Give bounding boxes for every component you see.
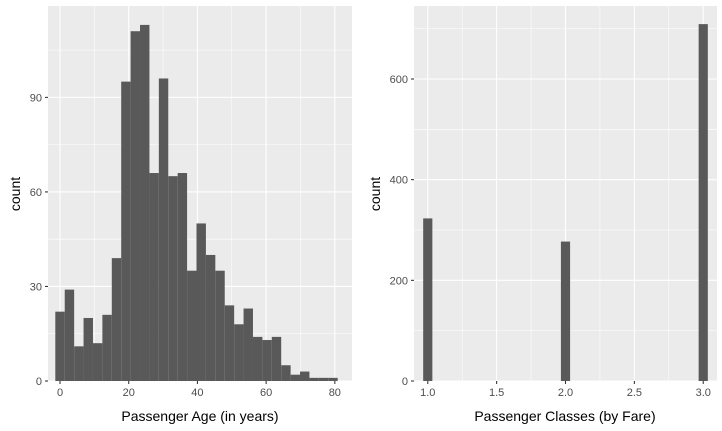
class-x-tick-label: 2.0 [558, 387, 573, 399]
age-bar [215, 270, 225, 381]
age-x-tick-label: 0 [57, 387, 63, 399]
class-x-tick-label: 1.5 [489, 387, 504, 399]
class-bar [423, 218, 433, 381]
age-bar [121, 81, 131, 381]
age-bar [243, 308, 253, 381]
age-bar [187, 270, 197, 381]
age-bar [74, 346, 84, 381]
age-bar [309, 377, 319, 381]
age-x-axis: 0 20 40 60 80 [57, 381, 341, 399]
age-y-tick-label: 60 [30, 187, 42, 199]
age-bar [224, 305, 235, 381]
age-x-axis-title: Passenger Age (in years) [121, 408, 278, 424]
age-bar [83, 317, 93, 381]
age-x-tick-label: 60 [260, 387, 272, 399]
age-bar [318, 377, 329, 381]
age-bar [281, 365, 291, 381]
class-bar [698, 24, 708, 381]
age-bar [158, 78, 169, 381]
class-bars [423, 24, 708, 381]
class-y-tick-label: 0 [402, 376, 408, 388]
class-x-tick-label: 2.5 [627, 387, 642, 399]
class-y-tick-label: 200 [390, 275, 408, 287]
age-bar [102, 314, 112, 381]
age-bar [130, 31, 141, 382]
class-y-tick-label: 600 [390, 74, 408, 86]
age-y-axis: 0 30 60 90 [30, 92, 48, 388]
age-bar [64, 289, 75, 381]
age-x-tick-label: 20 [123, 387, 135, 399]
age-bar [205, 254, 216, 381]
age-y-axis-title: count [7, 177, 23, 211]
class-x-axis: 1.0 1.5 2.0 2.5 3.0 [420, 381, 711, 399]
age-y-tick-label: 30 [30, 281, 42, 293]
age-x-tick-label: 40 [191, 387, 203, 399]
age-bar [300, 371, 310, 381]
age-bars [55, 24, 338, 382]
age-bar [290, 374, 301, 381]
age-bar [234, 324, 244, 381]
class-histogram: 1.0 1.5 2.0 2.5 3.0 0 200 400 600 Passenger Cla… [367, 6, 717, 424]
class-bar [560, 241, 571, 381]
age-bar [328, 377, 338, 381]
age-bar [196, 223, 206, 381]
class-x-tick-label: 3.0 [696, 387, 711, 399]
age-bar [252, 336, 263, 381]
class-x-axis-title: Passenger Classes (by Fare) [474, 408, 655, 424]
age-bar [149, 173, 159, 381]
age-bar [92, 343, 103, 381]
age-bar [55, 311, 65, 381]
class-x-tick-label: 1.0 [420, 387, 435, 399]
class-gridlines [414, 6, 717, 382]
age-y-tick-label: 0 [36, 376, 42, 388]
class-y-tick-label: 400 [390, 175, 408, 187]
age-y-tick-label: 90 [30, 92, 42, 104]
class-y-axis-title: count [367, 177, 383, 211]
age-bar [177, 173, 188, 381]
age-bar [168, 176, 178, 381]
class-y-axis: 0 200 400 600 [390, 74, 414, 388]
age-bar [111, 258, 122, 381]
age-bar [262, 340, 272, 381]
age-bar [271, 336, 282, 381]
age-histogram: 0 20 40 60 80 0 30 60 90 Passenger Age (in year… [7, 6, 352, 424]
age-bar [140, 24, 150, 381]
age-x-tick-label: 80 [329, 387, 341, 399]
